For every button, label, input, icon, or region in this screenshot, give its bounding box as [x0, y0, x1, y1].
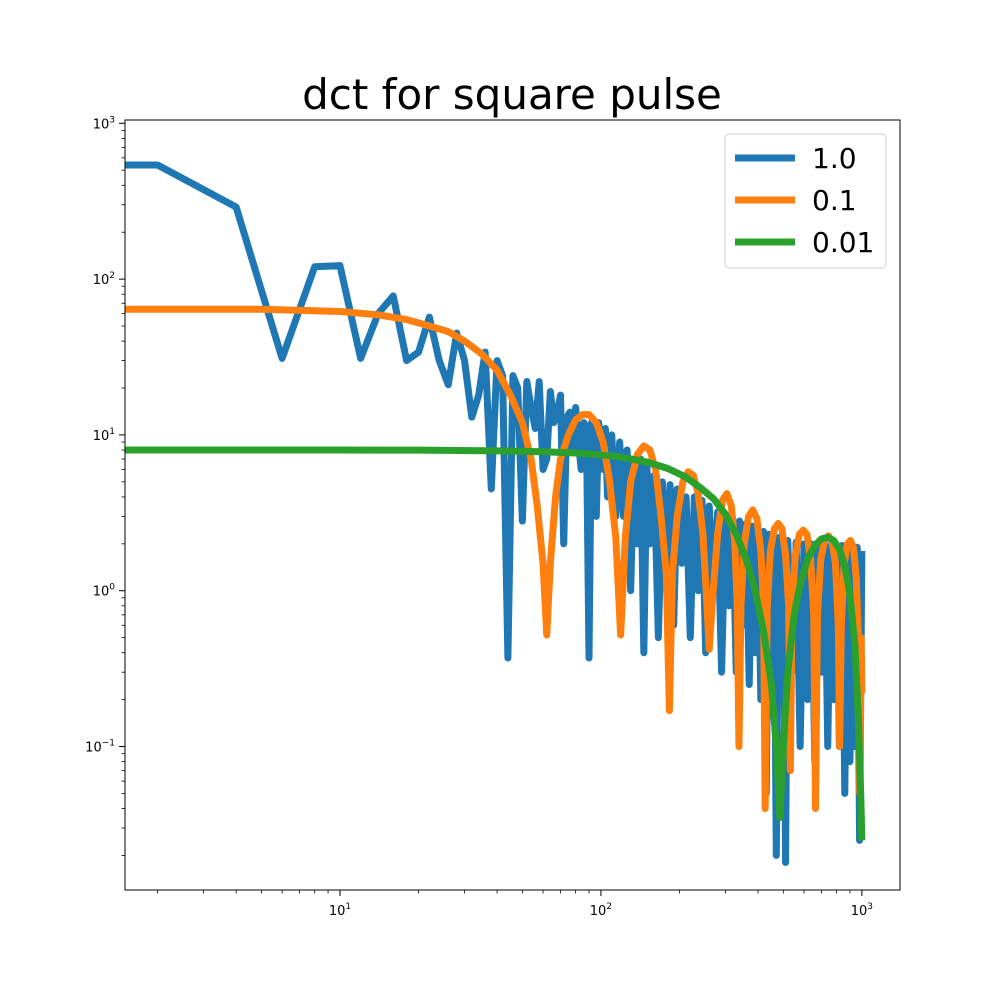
x-tick-label: 102 [590, 902, 612, 919]
legend-label-2: 0.01 [812, 226, 874, 259]
x-tick-label: 101 [329, 902, 351, 919]
legend-label-0: 1.0 [812, 142, 857, 175]
series-line-1 [125, 305, 866, 813]
ticks-layer: 101 102 103 10−1 100 101 102 103 [85, 115, 873, 919]
y-tick-label: 102 [93, 271, 115, 288]
x-tick-label: 103 [851, 902, 873, 919]
y-tick-label: 100 [93, 583, 116, 600]
y-tick-label: 101 [93, 427, 115, 444]
legend-label-1: 0.1 [812, 184, 857, 217]
series-line-2 [125, 446, 866, 841]
series-line-0 [125, 161, 866, 867]
legend-box [724, 133, 887, 269]
legend: 1.0 0.1 0.01 [724, 133, 887, 269]
axes-frame [124, 119, 901, 891]
y-tick-label: 103 [93, 115, 115, 132]
y-tick-label: 10−1 [85, 739, 115, 756]
chart-title: dct for square pulse [302, 70, 722, 119]
series-layer [125, 161, 866, 867]
